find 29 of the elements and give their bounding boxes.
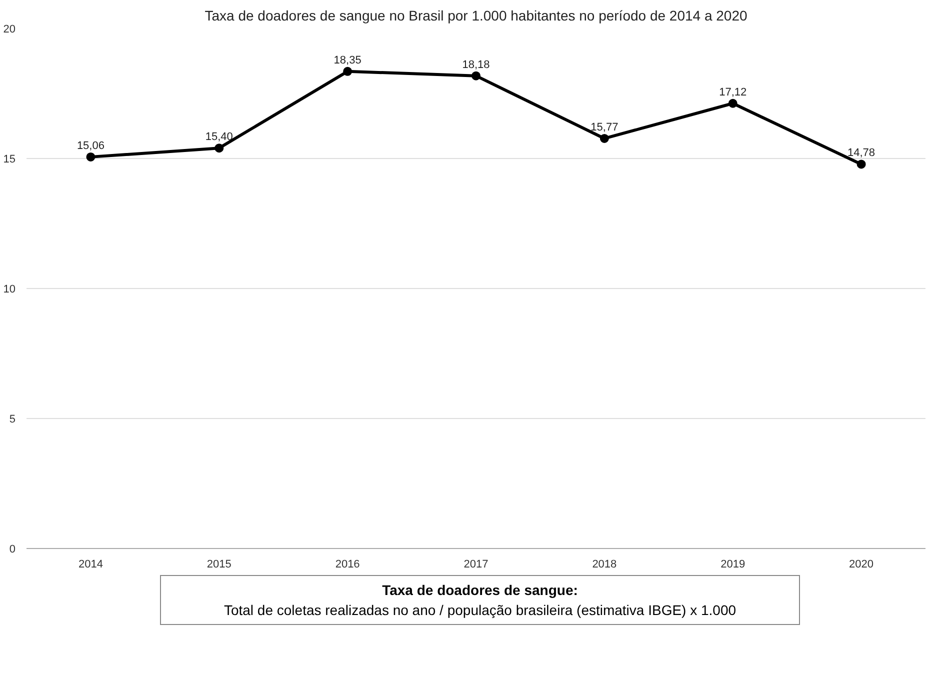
data-label: 18,18 (462, 58, 490, 71)
point (600, 134, 609, 143)
x-tick-label: 2015 (206, 558, 232, 570)
point (728, 98, 738, 108)
point (472, 71, 480, 80)
x-tick-label: 2014 (78, 558, 103, 570)
x-tick-label: 2019 (720, 558, 746, 570)
data-label: 18,35 (334, 54, 362, 66)
point (86, 152, 96, 162)
y-tick-label: 10 (3, 284, 16, 296)
x-tick-label: 2016 (335, 558, 360, 570)
x-tick-label: 2017 (464, 558, 488, 570)
text: Total de coletas realizadas no ano / população brasileira (estimativa IBGE) x 1.000 (224, 601, 736, 620)
x-tick-label: 2020 (849, 558, 874, 570)
x-tick-label: 2018 (592, 558, 617, 570)
data-label: 15,40 (205, 131, 233, 144)
data-label: 15,77 (590, 121, 618, 134)
data-label: 14,78 (848, 147, 876, 160)
y-tick-label: 15 (3, 154, 16, 166)
y-tick-label: 0 (9, 544, 16, 556)
chart-title: Taxa de doadores de sangue no Brasil por 1.000 habitantes no período de 2014 a 2020 (204, 8, 748, 24)
point (856, 160, 866, 169)
point (214, 144, 224, 153)
text: Taxa de doadores de sangue: (381, 581, 579, 600)
data-label: 15,06 (76, 140, 104, 152)
y-tick-label: 20 (3, 24, 16, 36)
y-tick-label: 5 (9, 414, 16, 426)
point (343, 66, 352, 76)
data-label: 17,12 (719, 86, 747, 98)
